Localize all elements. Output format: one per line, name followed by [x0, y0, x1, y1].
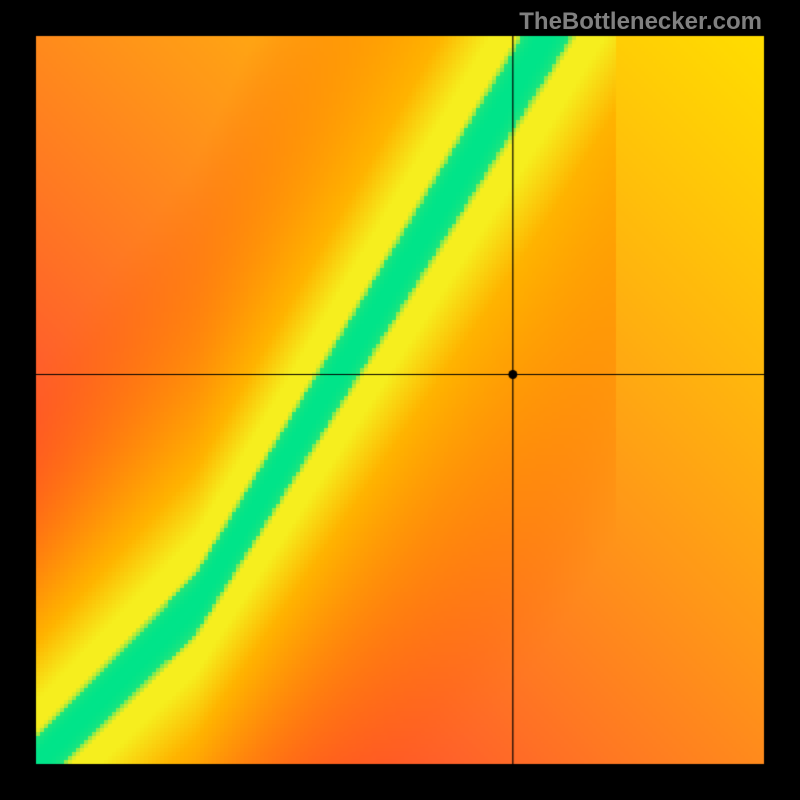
bottleneck-heatmap [0, 0, 800, 800]
watermark-text: TheBottlenecker.com [519, 8, 762, 36]
chart-container: TheBottlenecker.com [0, 0, 800, 800]
